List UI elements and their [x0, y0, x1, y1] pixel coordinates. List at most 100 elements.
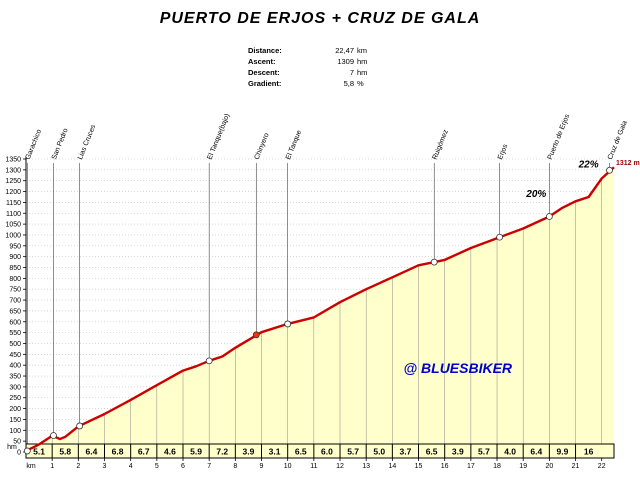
waypoint-marker — [23, 447, 31, 455]
segment-gradient-label: 9.9 — [557, 447, 569, 457]
y-tick-label: 1250 — [5, 178, 21, 185]
segment-dividers — [51, 178, 602, 444]
chart-title: PUERTO DE ERJOS + CRUZ DE GALA — [159, 10, 481, 27]
waypoint-label: Ruigómez — [432, 128, 450, 160]
x-tick-label: 21 — [572, 463, 580, 470]
watermark: @ BLUESBIKER — [403, 360, 512, 376]
x-tick-label: 10 — [284, 463, 292, 470]
segment-gradient-label: 3.9 — [452, 447, 464, 457]
segment-gradient-label: 16 — [584, 447, 594, 457]
waypoint-marker — [545, 213, 553, 220]
gradient-annotation: 20% — [525, 189, 546, 200]
waypoint-label: Garachico — [25, 128, 43, 160]
y-tick-label: 200 — [9, 406, 21, 413]
segment-gradient-label: 7.2 — [216, 447, 228, 457]
y-tick-label: 750 — [9, 287, 21, 294]
segment-gradient-label: 3.9 — [243, 447, 255, 457]
waypoint-marker — [252, 331, 260, 339]
x-tick-label: 6 — [181, 463, 185, 470]
x-tick-label: 13 — [362, 463, 370, 470]
x-tick-label: 1 — [50, 463, 54, 470]
y-tick-label: 950 — [9, 243, 21, 250]
x-tick-label: 18 — [493, 463, 501, 470]
x-tick-label: 11 — [310, 463, 317, 470]
segment-gradient-label: 5.1 — [33, 447, 45, 457]
y-tick-label: 450 — [9, 352, 21, 359]
stat-unit: hm — [357, 57, 368, 66]
y-tick-label: 650 — [9, 308, 21, 315]
stat-value: 5,8 — [343, 79, 354, 88]
waypoint-label: Lias Cruces — [77, 123, 98, 160]
y-tick-label: 1000 — [5, 232, 21, 239]
x-tick-label: 17 — [467, 463, 475, 470]
y-tick-label: 0 — [17, 450, 21, 457]
stat-label: Distance: — [248, 46, 282, 55]
stats-row-descent: Descent: 7 hm — [248, 68, 367, 79]
stat-label: Ascent: — [248, 57, 276, 66]
x-tick-label: 3 — [103, 463, 107, 470]
segment-gradient-label: 6.4 — [86, 447, 98, 457]
segment-gradient-label: 5.7 — [478, 447, 490, 457]
x-tick-label: 8 — [233, 463, 237, 470]
x-tick-label: 9 — [260, 463, 264, 470]
y-tick-label: 1300 — [5, 167, 21, 174]
segment-gradient-label: 6.8 — [112, 447, 124, 457]
x-tick-label: 15 — [415, 463, 423, 470]
x-tick-label: 22 — [598, 463, 606, 470]
x-tick-label: 16 — [441, 463, 449, 470]
segment-gradient-label: 3.7 — [400, 447, 412, 457]
summit-elevation-label: 1312 m — [616, 160, 640, 167]
y-tick-label: 700 — [9, 298, 21, 305]
segment-gradient-label: 5.0 — [373, 447, 385, 457]
x-tick-label: 12 — [336, 463, 344, 470]
y-tick-label: 50 — [13, 439, 21, 446]
profile-area — [26, 167, 614, 452]
x-tick-label: 4 — [129, 463, 133, 470]
y-tick-label: 100 — [9, 428, 21, 435]
segment-gradient-label: 5.8 — [59, 447, 71, 457]
segment-gradient-label: 4.0 — [504, 447, 516, 457]
x-axis-label: km — [26, 463, 36, 470]
waypoint-label: San Pedro — [51, 127, 70, 160]
y-tick-label: 400 — [9, 363, 21, 370]
y-tick-label: 1150 — [6, 200, 21, 207]
stat-value: 7 — [349, 68, 354, 77]
y-tick-label: 150 — [9, 417, 21, 424]
waypoint-marker — [430, 258, 438, 266]
waypoint-label: El Tanque(bajo) — [207, 113, 232, 161]
waypoint-label: Erjos — [497, 143, 510, 161]
stat-value: 1309 — [337, 57, 354, 66]
gradient-bar — [25, 443, 615, 459]
stat-value: 22,47 — [335, 46, 354, 55]
waypoint-marker — [606, 166, 613, 174]
waypoint-label: Puerto de Erjos — [547, 113, 572, 161]
x-tick-label: 5 — [155, 463, 159, 470]
segment-gradient-label: 5.7 — [347, 447, 359, 457]
segment-gradient-label: 3.1 — [269, 447, 281, 457]
x-tick-label: 7 — [207, 463, 211, 470]
y-tick-label: 900 — [9, 254, 21, 261]
x-tick-label: 14 — [388, 463, 396, 470]
y-tick-label: 1350 — [5, 157, 21, 164]
y-tick-label: 800 — [9, 276, 21, 283]
stats-table: Distance: 22,47 km Ascent: 1309 hm Desce… — [248, 46, 367, 90]
waypoint-markers — [23, 166, 613, 455]
y-tick-label: 1100 — [6, 211, 21, 218]
stat-unit: % — [357, 79, 364, 88]
segment-gradient-label: 6.5 — [295, 447, 307, 457]
y-tick-label: 500 — [9, 341, 21, 348]
x-tick-label: 20 — [545, 463, 553, 470]
waypoint-marker — [205, 357, 213, 365]
y-tick-label: 550 — [9, 330, 21, 337]
gradient-annotation: 22% — [578, 160, 599, 171]
area-fill — [26, 167, 614, 452]
segment-gradient-label: 6.4 — [530, 447, 542, 457]
y-tick-label: 1200 — [5, 189, 21, 196]
y-tick-label: 250 — [9, 395, 21, 402]
y-tick-label: 1050 — [5, 222, 21, 229]
waypoint-marker — [50, 432, 57, 439]
y-tick-label: 300 — [9, 384, 21, 391]
waypoint-lines — [27, 163, 610, 451]
waypoint-label: Chinyero — [254, 132, 271, 161]
